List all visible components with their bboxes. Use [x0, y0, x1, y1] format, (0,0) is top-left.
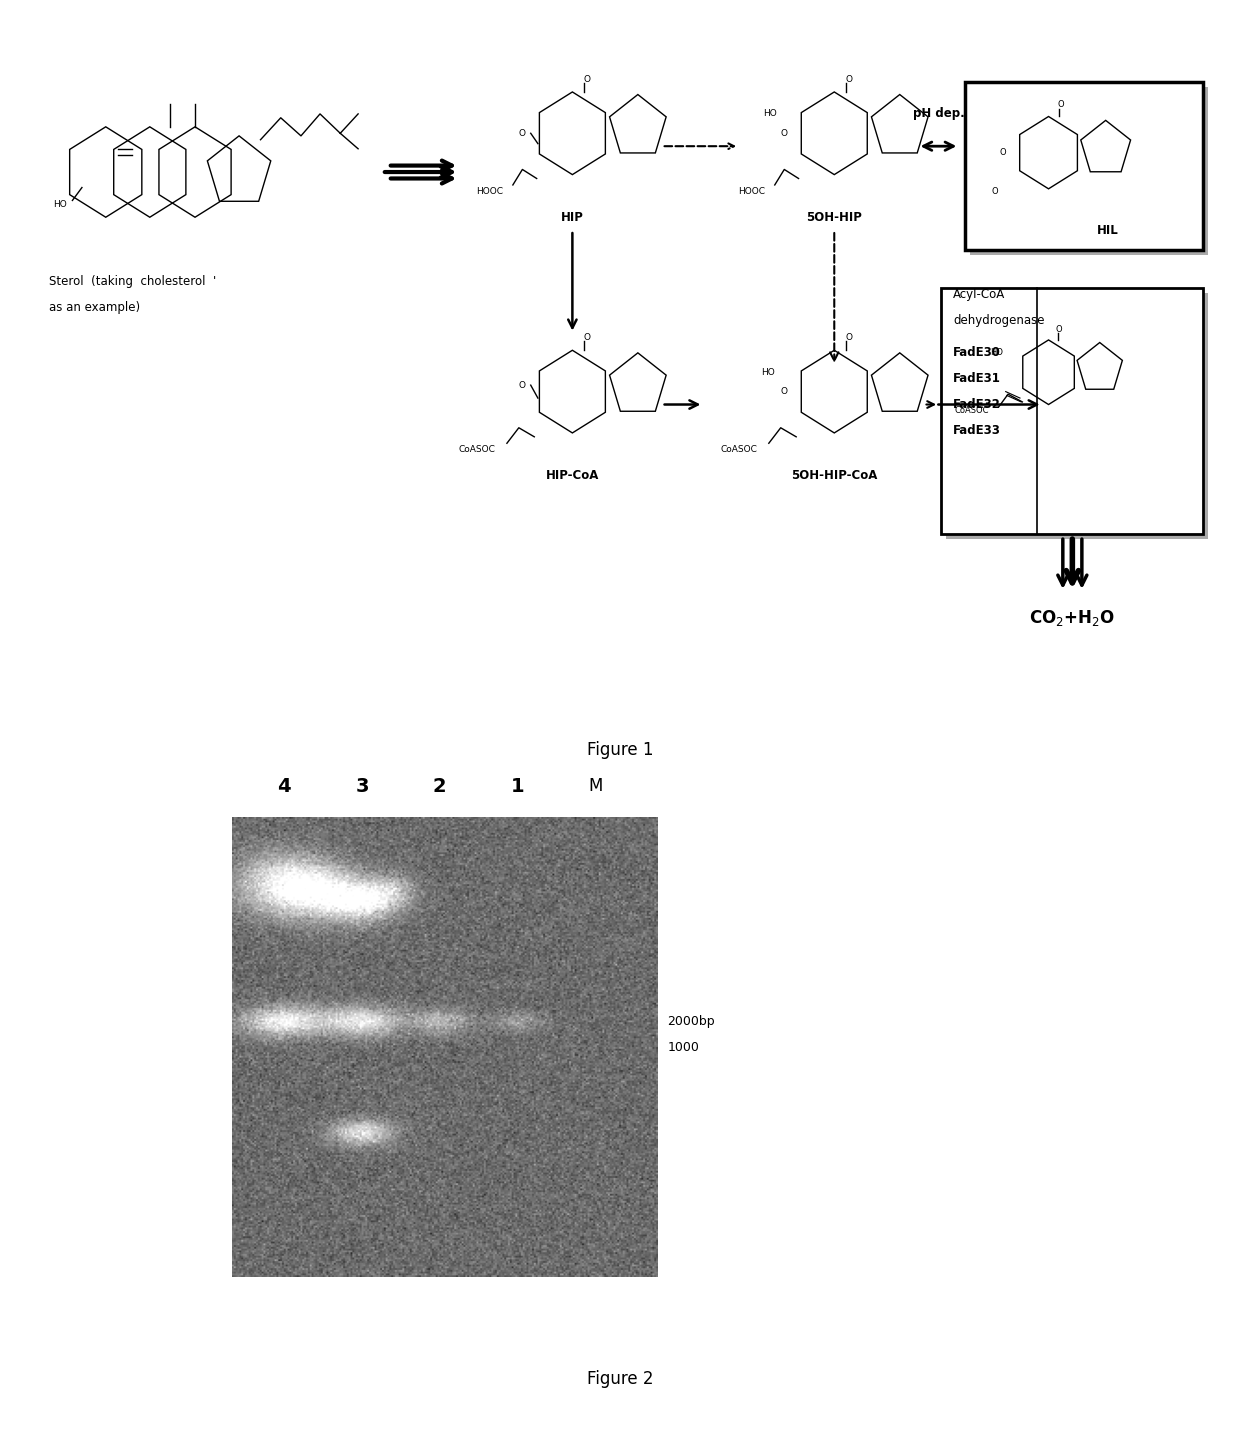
Text: 1000: 1000	[667, 1042, 699, 1055]
Text: HIP-CoA: HIP-CoA	[546, 469, 599, 482]
Text: O: O	[518, 380, 526, 390]
Text: CoASOC: CoASOC	[955, 406, 990, 416]
Text: HO: HO	[53, 200, 67, 209]
Text: Figure 2: Figure 2	[587, 1370, 653, 1388]
FancyBboxPatch shape	[965, 81, 1203, 250]
Text: dehydrogenase: dehydrogenase	[954, 314, 1045, 327]
Text: 5OH-HIP-CoA: 5OH-HIP-CoA	[791, 469, 878, 482]
Text: CO$_2$+H$_2$O: CO$_2$+H$_2$O	[1029, 607, 1115, 627]
Text: O: O	[583, 333, 590, 342]
Text: HIP: HIP	[560, 210, 584, 224]
Text: O: O	[781, 387, 787, 396]
Text: O: O	[844, 74, 852, 83]
FancyBboxPatch shape	[941, 289, 1203, 533]
Text: O: O	[1056, 326, 1063, 334]
Text: 4: 4	[278, 776, 291, 796]
Text: FadE30: FadE30	[954, 346, 1001, 359]
Text: FadE31: FadE31	[954, 372, 1001, 386]
Text: pH dep.: pH dep.	[913, 107, 965, 120]
Text: FadE32: FadE32	[954, 399, 1001, 412]
Text: as an example): as an example)	[48, 302, 140, 314]
Text: HIL: HIL	[1097, 224, 1118, 237]
Text: O: O	[583, 74, 590, 83]
Text: HO: HO	[764, 110, 777, 119]
Text: CoASOC: CoASOC	[720, 446, 756, 454]
Text: O: O	[999, 149, 1007, 157]
Text: 5OH-HIP: 5OH-HIP	[806, 210, 862, 224]
Text: M: M	[588, 777, 603, 795]
Text: Sterol  (taking  cholesterol  ': Sterol (taking cholesterol '	[48, 276, 216, 289]
Text: 3: 3	[355, 776, 368, 796]
Text: O: O	[1058, 100, 1064, 110]
Text: HO: HO	[761, 367, 775, 377]
Text: O: O	[781, 129, 787, 137]
Text: FadE33: FadE33	[954, 424, 1001, 437]
Text: HOOC: HOOC	[476, 187, 503, 196]
FancyBboxPatch shape	[970, 87, 1208, 254]
Text: HO: HO	[991, 349, 1003, 357]
Text: HOOC: HOOC	[738, 187, 765, 196]
Text: Acyl-CoA: Acyl-CoA	[954, 289, 1006, 302]
FancyBboxPatch shape	[946, 293, 1208, 539]
Text: O: O	[518, 129, 526, 137]
Text: 2000bp: 2000bp	[667, 1015, 715, 1027]
Text: 1: 1	[511, 776, 525, 796]
Text: O: O	[844, 333, 852, 342]
Text: Figure 1: Figure 1	[587, 742, 653, 759]
Text: O: O	[992, 187, 998, 196]
Text: 2: 2	[433, 776, 446, 796]
Text: CoASOC: CoASOC	[458, 446, 495, 454]
